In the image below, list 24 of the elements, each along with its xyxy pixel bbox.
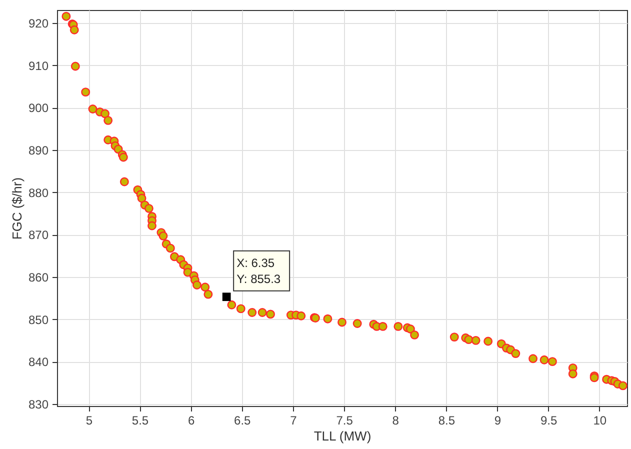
x-tick-label: 7 [290,414,298,428]
y-tick-label: 920 [28,16,49,31]
y-tick-label: 870 [28,228,49,242]
x-tick-label: 6.5 [234,414,252,428]
x-tick-label: 7.5 [336,414,354,428]
y-tick-label: 880 [28,186,49,200]
x-tick-label: 6 [188,414,195,428]
y-tick-label: 830 [28,397,49,412]
x-axis-title: TLL (MW) [314,428,372,444]
x-tick-label: 8 [392,414,400,428]
y-axis-title: FGC ($/hr) [9,177,24,240]
y-tick-label: 900 [28,101,49,116]
x-tick-label: 5 [86,414,93,428]
x-tick-label: 5.5 [132,414,149,428]
x-tick-label: 8.5 [438,414,456,428]
y-tick-label: 860 [28,270,49,284]
y-tick-label: 890 [28,144,49,158]
y-tick-label: 850 [28,312,49,327]
y-tick-label: 910 [28,58,49,73]
annotation: X: 6.35 Y: 855.3 [236,256,281,286]
y-tick-label: 840 [28,355,49,370]
x-tick-label: 9.5 [540,414,558,428]
x-tick-label: 9 [494,414,502,428]
x-tick-label: 10 [593,414,607,428]
